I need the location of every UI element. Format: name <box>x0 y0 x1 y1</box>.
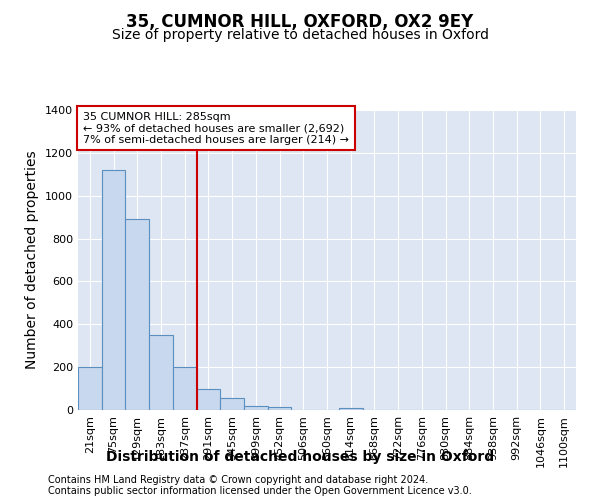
Bar <box>149 335 173 410</box>
Bar <box>268 407 292 410</box>
Text: Contains HM Land Registry data © Crown copyright and database right 2024.: Contains HM Land Registry data © Crown c… <box>48 475 428 485</box>
Bar <box>102 170 125 410</box>
Y-axis label: Number of detached properties: Number of detached properties <box>25 150 40 370</box>
Bar <box>173 367 197 410</box>
Text: Size of property relative to detached houses in Oxford: Size of property relative to detached ho… <box>112 28 488 42</box>
Text: 35, CUMNOR HILL, OXFORD, OX2 9EY: 35, CUMNOR HILL, OXFORD, OX2 9EY <box>127 12 473 30</box>
Text: Contains public sector information licensed under the Open Government Licence v3: Contains public sector information licen… <box>48 486 472 496</box>
Text: 35 CUMNOR HILL: 285sqm
← 93% of detached houses are smaller (2,692)
7% of semi-d: 35 CUMNOR HILL: 285sqm ← 93% of detached… <box>83 112 349 144</box>
Bar <box>125 220 149 410</box>
Bar <box>197 388 220 410</box>
Bar <box>220 398 244 410</box>
Bar <box>78 367 102 410</box>
Text: Distribution of detached houses by size in Oxford: Distribution of detached houses by size … <box>106 450 494 464</box>
Bar <box>339 408 362 410</box>
Bar <box>244 406 268 410</box>
